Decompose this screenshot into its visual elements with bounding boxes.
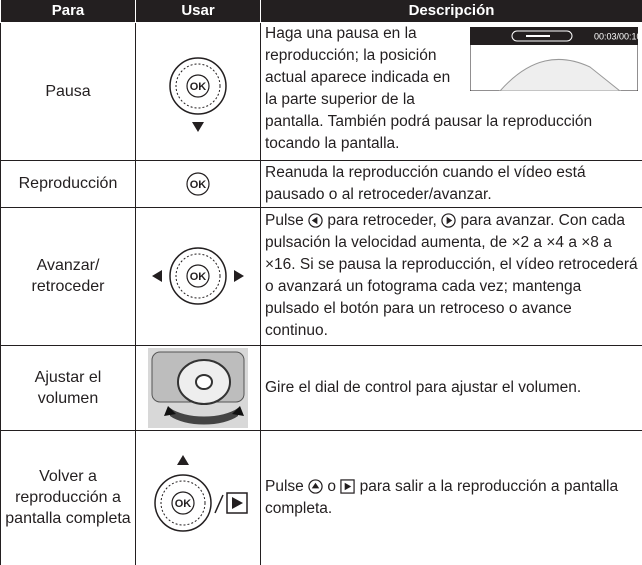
description-cell: Reanuda la reproducción cuando el vídeo … [260, 159, 642, 208]
usar-cell: OK [135, 206, 261, 346]
description-text: para salir a la reproducción a pantalla … [265, 477, 619, 517]
row: Avanzar/ retroceder OK Pulse para retroc… [0, 206, 642, 346]
description-text: Pulse [265, 212, 309, 229]
column-header: Usar [135, 0, 261, 23]
column-header: Descripción [260, 0, 642, 23]
play-button-icon [340, 479, 355, 494]
dial-icon: OK [169, 57, 227, 132]
time-label: 00:03/00:10 [594, 31, 638, 41]
right-button-icon [441, 213, 456, 229]
ok-label: OK [190, 271, 207, 283]
camera-dial-photo [148, 347, 248, 428]
ok-label: OK [190, 178, 207, 190]
description-text: para retroceder, [323, 212, 442, 229]
row: Pausa OK 00:03/00:10 Haga una pausa en l… [0, 21, 642, 161]
description-text: para avanzar. Con cada pulsación la velo… [265, 212, 638, 339]
para-cell: Avanzar/ retroceder [0, 206, 136, 346]
row: Volver a reproducción a pantalla complet… [0, 429, 642, 565]
usar-cell: OK [135, 429, 261, 565]
ok-button-icon: OK [186, 171, 210, 196]
description-text: Pulse [265, 477, 309, 495]
description-cell: Pulse para retroceder, para avanzar. Con… [260, 206, 642, 346]
description-text: o [323, 477, 341, 495]
header-row: Para Usar Descripción [0, 0, 642, 23]
dial-icon: OK [154, 454, 248, 532]
description-cell: 00:03/00:10 Haga una pausa en la reprodu… [260, 21, 642, 161]
usar-cell: OK [135, 21, 261, 161]
para-cell: Ajustar el volumen [0, 344, 136, 431]
para-cell: Reproducción [0, 159, 136, 208]
para-cell: Pausa [0, 21, 136, 161]
row: Ajustar el volumen Gire el dial de contr… [0, 344, 642, 431]
dial-icon: OK [152, 247, 244, 305]
para-cell: Volver a reproducción a pantalla complet… [0, 429, 136, 565]
ok-label: OK [175, 497, 192, 509]
row: Reproducción OK Reanuda la reproducción … [0, 159, 642, 208]
description-cell: Gire el dial de control para ajustar el … [260, 344, 642, 431]
description-cell: Pulse o para salir a la reproducción a p… [260, 429, 642, 565]
usar-cell [135, 344, 261, 431]
screen-illustration: 00:03/00:10 [470, 26, 638, 91]
up-button-icon [308, 479, 323, 494]
description-text: Gire el dial de control para ajustar el … [265, 378, 582, 396]
usar-cell: OK [135, 159, 261, 208]
description-text: Haga una pausa en la reproducción; la po… [265, 24, 593, 152]
left-button-icon [308, 213, 323, 229]
column-header: Para [0, 0, 136, 23]
description-text: Reanuda la reproducción cuando el vídeo … [265, 163, 586, 203]
ok-label: OK [190, 81, 207, 93]
